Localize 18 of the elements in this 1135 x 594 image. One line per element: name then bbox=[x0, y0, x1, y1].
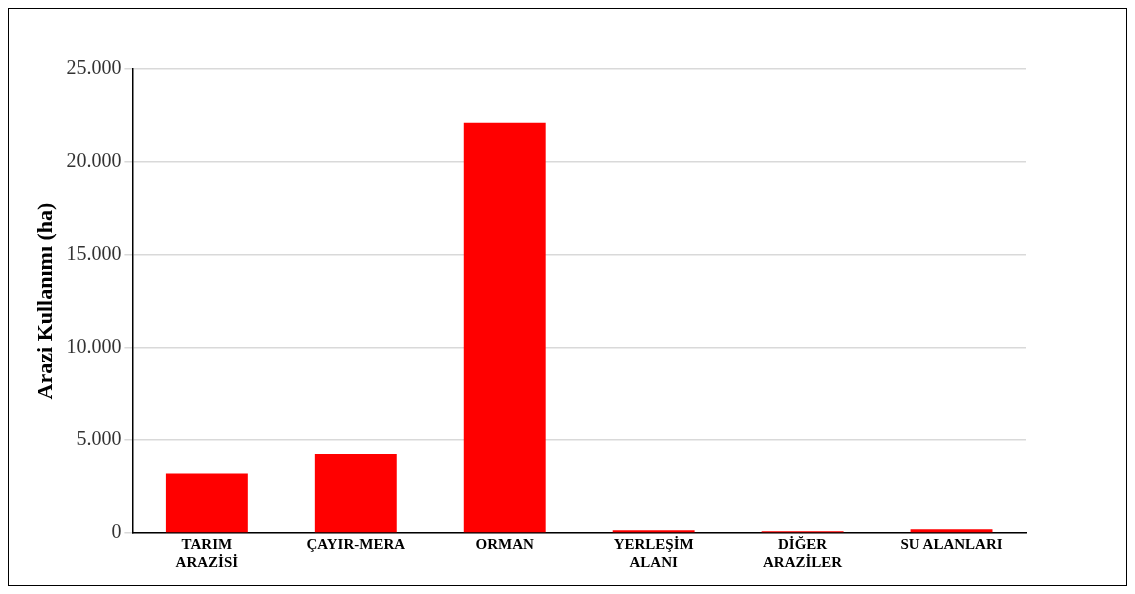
x-tick-label: ORMAN bbox=[475, 535, 535, 552]
y-axis-title: Arazi Kullanımı (ha) bbox=[31, 202, 57, 400]
x-tick-label: TARIM ARAZİSİ bbox=[175, 535, 239, 570]
y-tick-label: 5.000 bbox=[76, 427, 122, 450]
x-tick-label: SU ALANLARI bbox=[900, 535, 1003, 552]
bar bbox=[910, 529, 993, 533]
bar bbox=[612, 530, 695, 533]
x-tick-label: ÇAYIR-MERA bbox=[306, 535, 406, 552]
bar bbox=[314, 454, 397, 533]
y-tick-label: 25.000 bbox=[66, 56, 122, 79]
y-tick-label: 10.000 bbox=[66, 334, 122, 357]
x-tick-label: DİĞER ARAZİLER bbox=[763, 535, 843, 570]
bar bbox=[463, 122, 546, 533]
x-tick-label: YERLEŞİM ALANI bbox=[613, 535, 694, 570]
y-tick-label: 0 bbox=[111, 520, 122, 543]
y-tick-label: 20.000 bbox=[66, 149, 122, 172]
bar bbox=[165, 473, 248, 533]
y-tick-label: 15.000 bbox=[66, 241, 122, 264]
